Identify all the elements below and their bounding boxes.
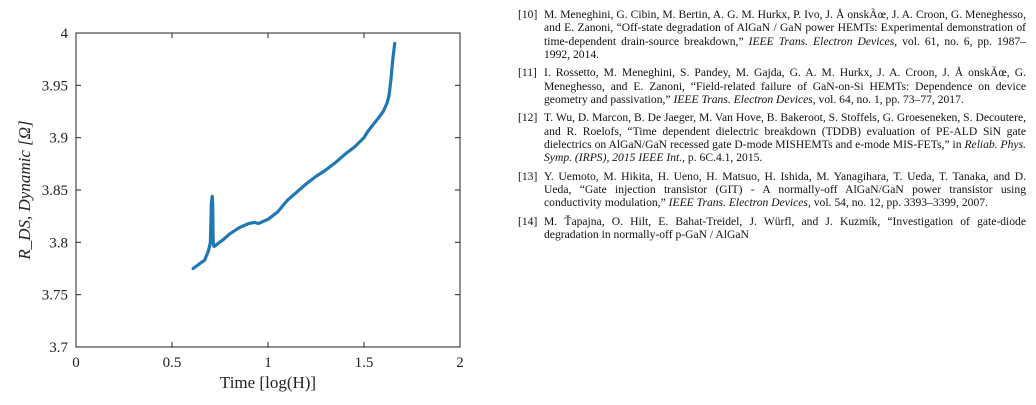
reference-text: M. Meneghini, G. Cibin, M. Bertin, A. G.… bbox=[544, 8, 1026, 48]
reference-text: Y. Uemoto, M. Hikita, H. Ueno, H. Matsuo… bbox=[544, 169, 1026, 210]
y-tick-label: 3.9 bbox=[49, 131, 68, 147]
y-tick-label: 3.85 bbox=[42, 183, 68, 199]
reference-number: [10] bbox=[518, 8, 538, 21]
reference-number: [11] bbox=[518, 66, 537, 80]
reference-entry: [10] M. Meneghini, G. Cibin, M. Bertin, … bbox=[518, 8, 1026, 61]
reference-details: , vol. 61, no. 6, pp. 1987–1992, 2014. bbox=[544, 34, 1026, 62]
x-axis-ticks: 0 0.5 1 1.5 2 bbox=[72, 33, 464, 371]
reference-details: , p. 6C.4.1, 2015. bbox=[682, 151, 763, 165]
reference-number: [13] bbox=[518, 169, 538, 183]
x-tick-label: 1 bbox=[264, 355, 272, 371]
y-tick-label: 3.75 bbox=[42, 288, 68, 304]
x-tick-label: 1.5 bbox=[355, 355, 374, 371]
reference-list: [10] M. Meneghini, G. Cibin, M. Bertin, … bbox=[518, 8, 1026, 247]
y-tick-label: 4 bbox=[61, 26, 69, 42]
reference-text: M. Ťapajna, O. Hilt, E. Bahat-Treidel, J… bbox=[544, 214, 1026, 242]
reference-entry: [14] M. Ťapajna, O. Hilt, E. Bahat-Treid… bbox=[518, 215, 1026, 242]
reference-details: , vol. 54, no. 12, pp. 3393–3399, 2007. bbox=[807, 196, 988, 210]
y-axis-label: R_DS, Dynamic [Ω] bbox=[15, 120, 34, 260]
x-tick-label: 0.5 bbox=[163, 355, 182, 371]
y-tick-label: 3.95 bbox=[42, 78, 68, 94]
reference-text: T. Wu, D. Marcon, B. De Jaeger, M. Van H… bbox=[544, 111, 1026, 152]
reference-journal: IEEE Trans. Electron Devices bbox=[673, 93, 813, 107]
y-axis-ticks: 3.7 3.75 3.8 3.85 3.9 3.95 4 bbox=[42, 26, 460, 356]
reference-number: [12] bbox=[518, 111, 538, 125]
reference-journal: IEEE Trans. Electron Devices bbox=[748, 34, 895, 48]
reference-journal: Reliab. Phys. Symp. (IRPS), 2015 IEEE In… bbox=[544, 138, 1026, 165]
reference-journal: IEEE Trans. Electron Devices bbox=[668, 196, 808, 210]
plot-axes-box bbox=[75, 32, 461, 348]
reference-text: I. Rossetto, M. Meneghini, S. Pandey, M.… bbox=[544, 66, 1026, 107]
reference-entry: [13] Y. Uemoto, M. Hikita, H. Ueno, H. M… bbox=[518, 170, 1026, 210]
series-line bbox=[191, 41, 397, 271]
x-axis-label: Time [log(H)] bbox=[220, 373, 316, 392]
x-tick-label: 2 bbox=[456, 355, 464, 371]
y-tick-label: 3.8 bbox=[49, 235, 68, 251]
reference-number: [14] bbox=[518, 214, 538, 228]
reference-entry: [11] I. Rossetto, M. Meneghini, S. Pande… bbox=[518, 66, 1026, 106]
y-tick-label: 3.7 bbox=[49, 340, 68, 356]
reference-entry: [12] T. Wu, D. Marcon, B. De Jaeger, M. … bbox=[518, 111, 1026, 164]
x-tick-label: 0 bbox=[72, 355, 80, 371]
rds-dynamic-plot: 3.7 3.75 3.8 3.85 3.9 3.95 4 0 0.5 1 1.5 2 Time [l… bbox=[15, 26, 464, 392]
reference-details: , vol. 64, no. 1, pp. 73–77, 2017. bbox=[812, 93, 964, 107]
